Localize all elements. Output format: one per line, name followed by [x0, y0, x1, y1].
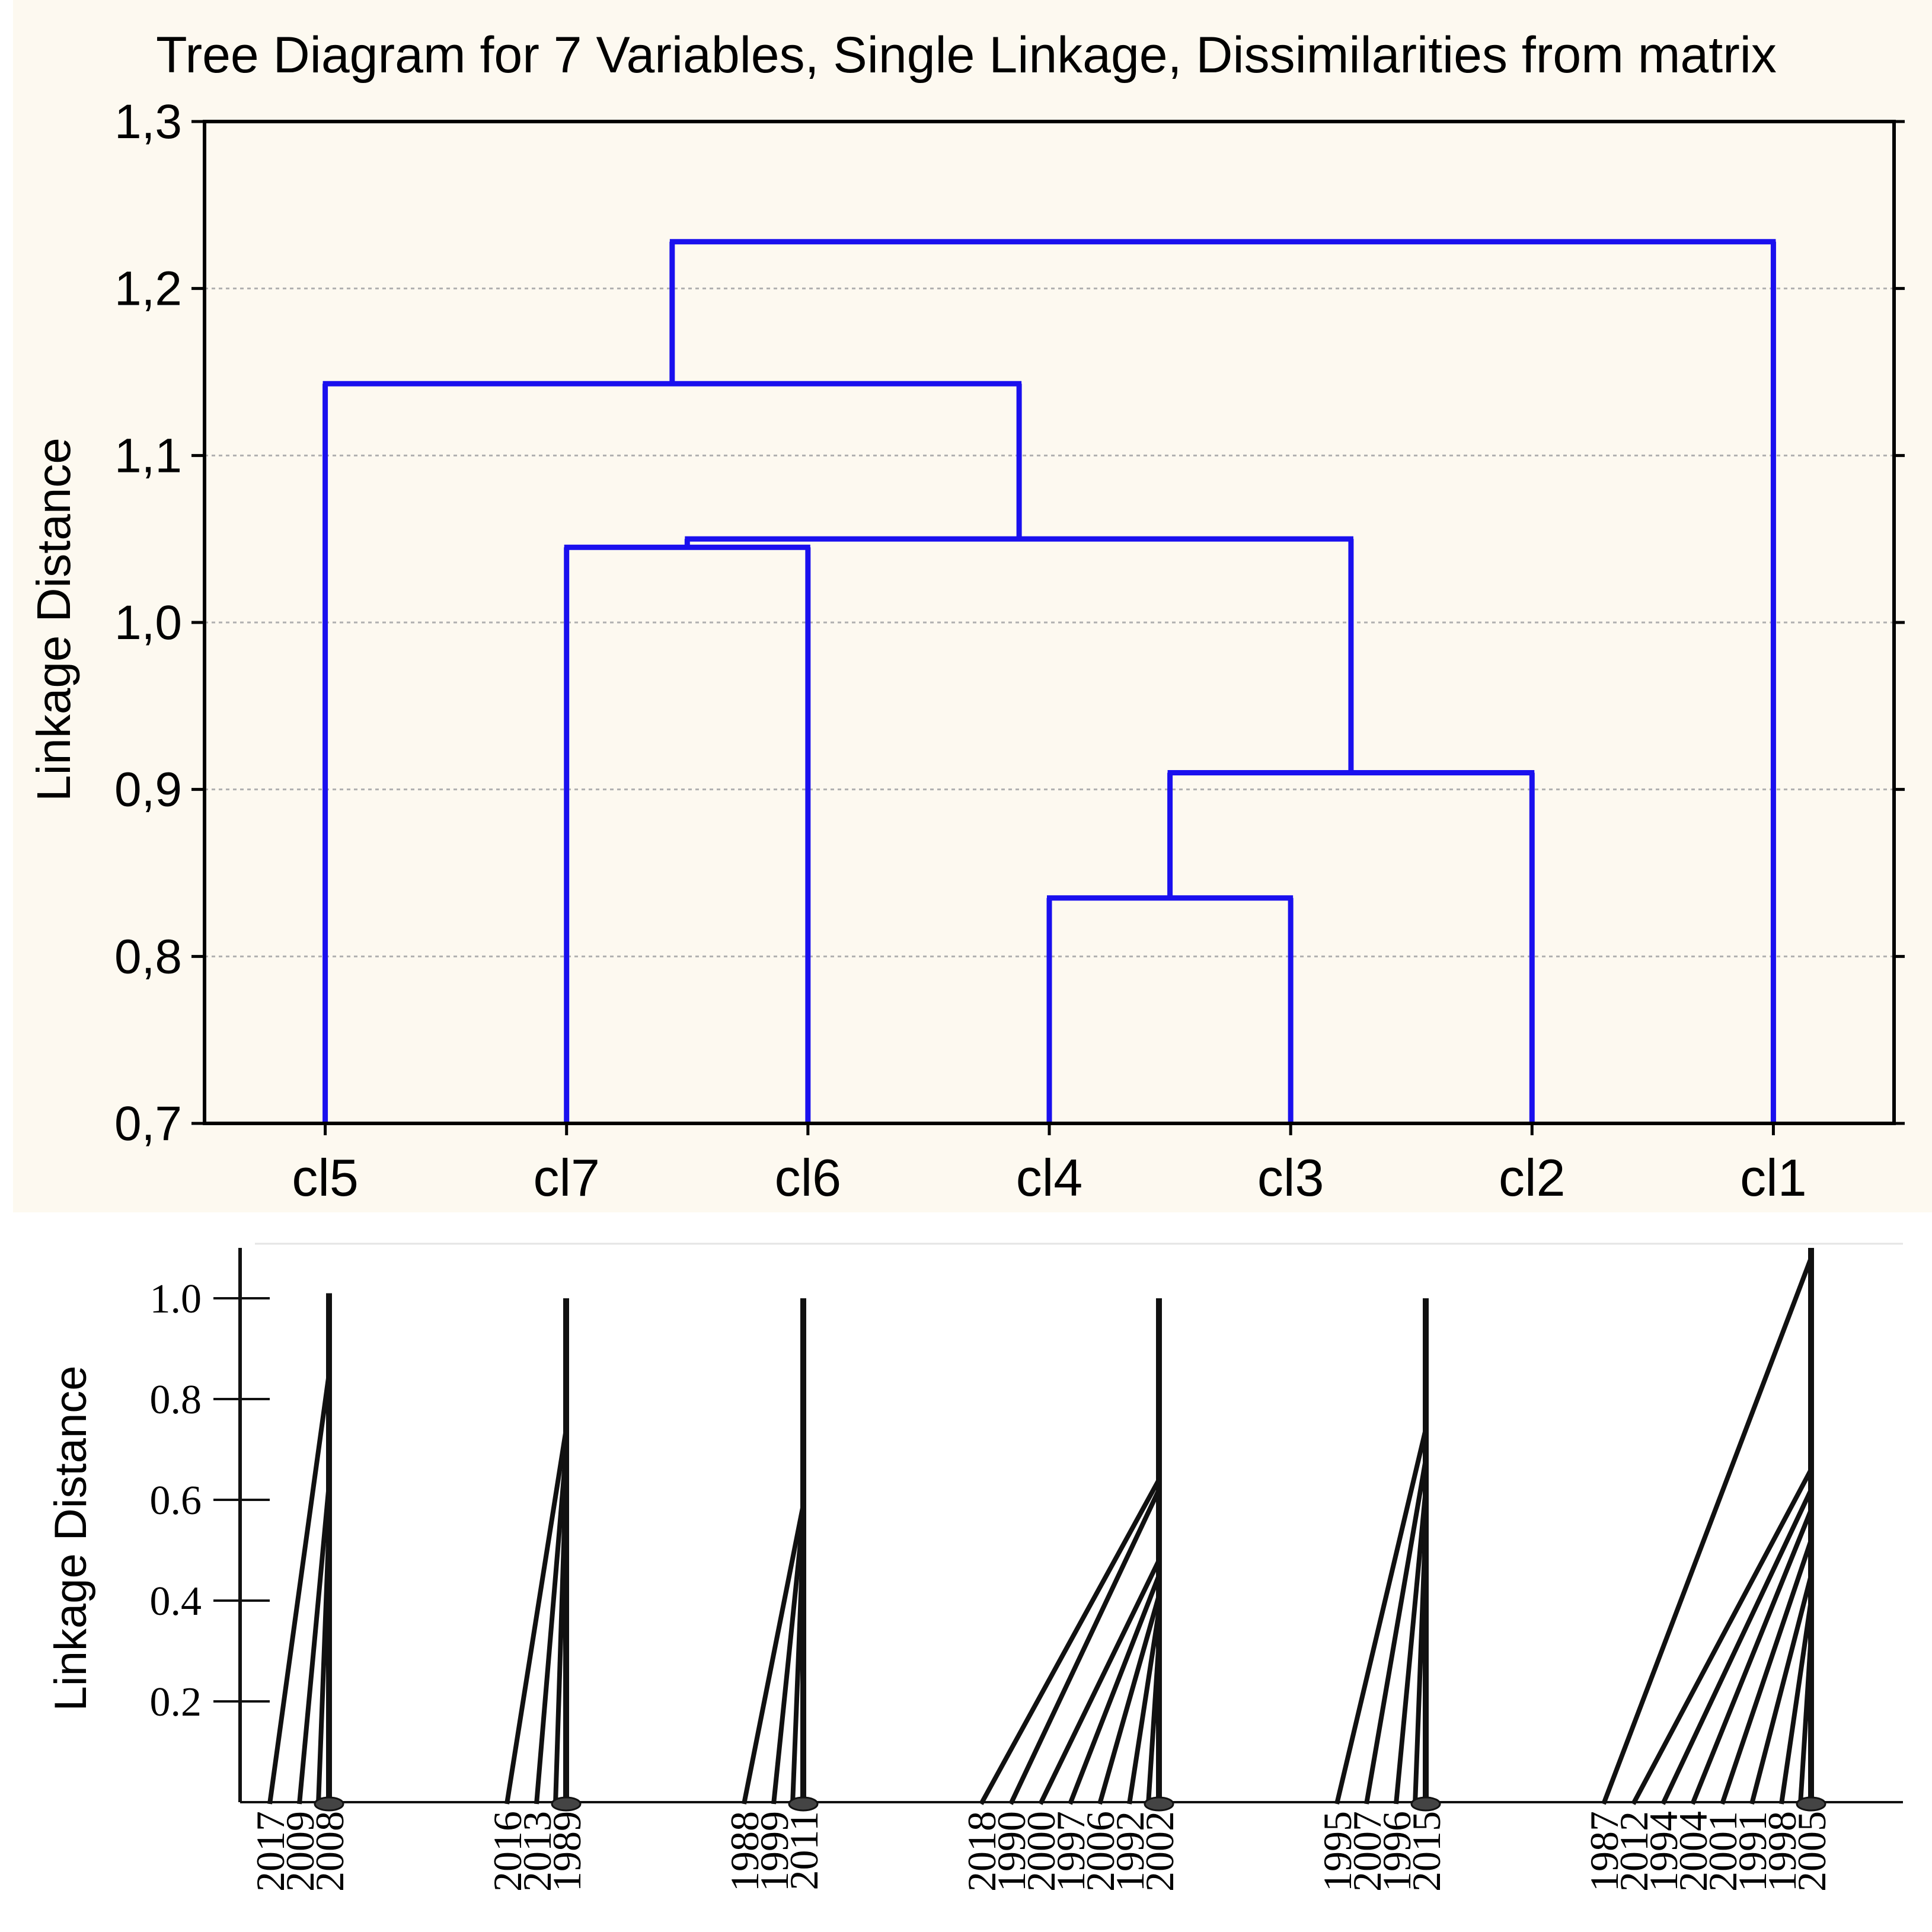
bottom-y-axis-label: Linkage Distance [46, 1365, 96, 1711]
chart-title: Tree Diagram for 7 Variables, Single Lin… [156, 27, 1777, 84]
y-tick-label: 0,7 [114, 1097, 182, 1151]
bottom-join-line [1038, 1559, 1161, 1805]
bottom-join-line [979, 1478, 1161, 1805]
bottom-leaf-label: 2005 [1789, 1811, 1834, 1892]
x-tick-label: cl2 [1499, 1148, 1566, 1207]
bottom-leaf-label: 1987 [1582, 1811, 1627, 1892]
bottom-join-line [1394, 1489, 1428, 1805]
bottom-cluster-node [1144, 1796, 1174, 1812]
bottom-leaf-label: 1992 [1107, 1811, 1152, 1892]
bottom-join-line [1720, 1539, 1813, 1805]
bottom-leaf-label: 2006 [1078, 1811, 1123, 1892]
bottom-join-line [1097, 1595, 1161, 1805]
top-y-axis-label: Linkage Distance [27, 438, 80, 801]
bottom-cluster-node [1410, 1796, 1441, 1812]
bottom-leaf-label: 2000 [1018, 1811, 1064, 1892]
y-tick-label: 0,8 [114, 930, 182, 983]
bottom-leaf-label: 1995 [1315, 1811, 1360, 1892]
y-tick-label: 1,1 [114, 429, 182, 483]
bottom-cluster-node [788, 1796, 819, 1812]
bottom-leaf-label: 1991 [1730, 1811, 1775, 1892]
bottom-y-tick-label: 0.2 [150, 1679, 202, 1725]
bottom-y-tick-label: 0.4 [150, 1579, 202, 1624]
x-tick-label: cl3 [1257, 1148, 1324, 1207]
y-tick-label: 1,2 [114, 262, 182, 316]
bottom-leaf-label: 2008 [307, 1811, 352, 1892]
bottom-join-line [1779, 1600, 1813, 1805]
bottom-join-line [771, 1515, 806, 1805]
top-x-axis-labels: cl5 cl7 cl6 cl4 cl3 cl2 cl1 [292, 1123, 1807, 1207]
bottom-leaf-label: 2002 [1137, 1811, 1182, 1892]
bottom-leaf-label: 1988 [722, 1811, 767, 1892]
bottom-cluster-node [1796, 1796, 1826, 1812]
bottom-join-line [534, 1449, 569, 1805]
bottom-join-line [1127, 1610, 1161, 1805]
bottom-leaf-label: 1996 [1374, 1811, 1419, 1892]
top-dendrogram-tree [322, 239, 1776, 1123]
bottom-join-line [267, 1373, 331, 1805]
bottom-join-line [1601, 1257, 1813, 1805]
y-tick-label: 0,9 [114, 763, 182, 817]
bottom-cluster-node [551, 1796, 582, 1812]
bottom-leaf-label: 1990 [989, 1811, 1034, 1892]
bottom-leaf-label: 2007 [1345, 1811, 1390, 1892]
bottom-join-line [1364, 1459, 1428, 1805]
bottom-y-tick-label: 1.0 [150, 1276, 202, 1322]
bottom-leaf-label: 1999 [752, 1811, 797, 1892]
bottom-y-tick-label: 0.8 [150, 1377, 202, 1423]
bottom-leaf-label: 1997 [1048, 1811, 1093, 1892]
bottom-leaf-label: 2011 [781, 1811, 826, 1890]
x-tick-label: cl4 [1016, 1148, 1083, 1207]
bottom-leaf-label: 2015 [1404, 1811, 1449, 1892]
bottom-join-line [1334, 1429, 1428, 1805]
bottom-y-axis-ticks: 0.2 0.4 0.6 0.8 1.0 [150, 1276, 270, 1725]
bottom-leaf-label: 1989 [544, 1811, 589, 1892]
y-tick-label: 1,0 [114, 596, 182, 650]
bottom-join-line [742, 1504, 806, 1805]
top-panel-background [13, 0, 1932, 1212]
bottom-cluster-node [314, 1796, 344, 1812]
bottom-y-tick-label: 0.6 [150, 1478, 202, 1524]
bottom-join-line [504, 1429, 569, 1805]
bottom-leaf-label: 2013 [515, 1811, 560, 1892]
bottom-leaf-label: 2009 [277, 1811, 322, 1892]
bottom-leaf-label: 1998 [1759, 1811, 1805, 1892]
bottom-join-line [1008, 1489, 1161, 1805]
bottom-dendrogram-tree [267, 1248, 1826, 1812]
bottom-leaf-label: 2017 [248, 1811, 293, 1892]
bottom-join-line [1690, 1509, 1813, 1805]
x-tick-label: cl5 [292, 1148, 359, 1207]
x-tick-label: cl7 [533, 1148, 600, 1207]
bottom-join-line [1631, 1468, 1813, 1805]
bottom-leaf-label: 2001 [1700, 1811, 1745, 1892]
bottom-leaf-label: 2016 [485, 1811, 530, 1892]
bottom-leaf-label: 2004 [1671, 1811, 1716, 1892]
x-tick-label: cl1 [1740, 1148, 1807, 1207]
bottom-join-line [1068, 1575, 1161, 1805]
bottom-join-line [1660, 1489, 1813, 1805]
bottom-join-line [1749, 1575, 1813, 1805]
bottom-join-line [297, 1484, 331, 1805]
bottom-leaf-label: 2012 [1611, 1811, 1656, 1892]
y-tick-label: 1,3 [114, 95, 182, 149]
bottom-leaf-label: 2018 [959, 1811, 1004, 1892]
bottom-leaf-label: 1994 [1641, 1811, 1686, 1892]
x-tick-label: cl6 [775, 1148, 842, 1207]
top-y-axis-ticks: 0,7 0,8 0,9 1,0 1,1 1,2 1,3 [114, 95, 1905, 1151]
